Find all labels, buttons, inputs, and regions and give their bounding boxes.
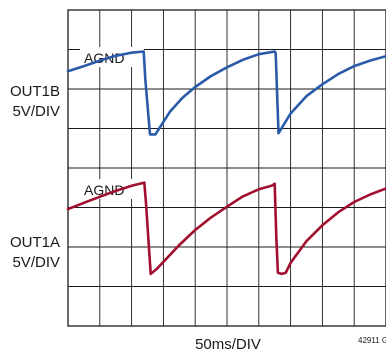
channel-scale-out1b: 5V/DIV bbox=[12, 103, 60, 120]
grid bbox=[68, 10, 386, 326]
trace-out1a bbox=[66, 181, 386, 276]
figure-id: 42911 G05 bbox=[358, 336, 386, 345]
ground-marker-backdrop bbox=[80, 179, 144, 199]
channel-scale-out1a: 5V/DIV bbox=[12, 254, 60, 271]
plot-frame bbox=[67, 9, 386, 327]
ground-label-out1a: AGND bbox=[84, 182, 124, 198]
channel-name-out1b: OUT1B bbox=[10, 83, 60, 100]
ground-marker-out1a: AGND bbox=[80, 179, 144, 199]
channel-name-out1a: OUT1A bbox=[10, 234, 60, 251]
trace-out1b bbox=[66, 50, 386, 136]
x-axis-label: 50ms/DIV bbox=[195, 336, 261, 353]
